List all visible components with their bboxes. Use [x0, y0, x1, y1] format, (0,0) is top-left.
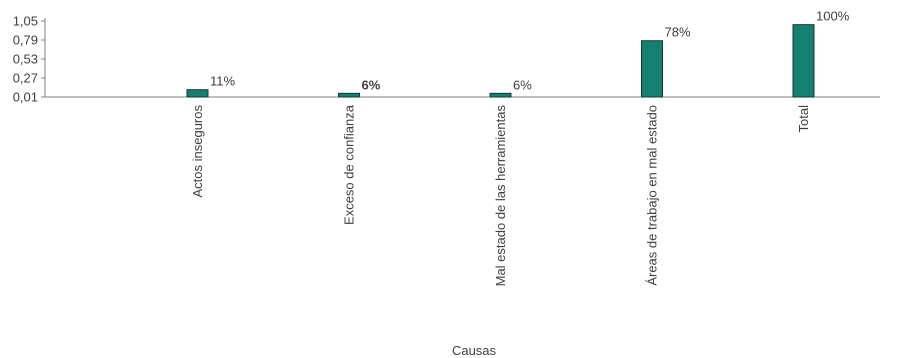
category-label: Actos inseguros — [190, 105, 205, 198]
bar — [186, 89, 209, 98]
y-tick-label: 1,05 — [13, 14, 38, 29]
category-labels: Actos inseguros Exceso de confianza Mal es… — [190, 104, 811, 286]
bars — [186, 24, 815, 98]
bar — [792, 24, 815, 98]
data-label: 6% — [362, 77, 381, 92]
category-label: Mal estado de las herramientas — [493, 105, 508, 287]
bar — [338, 92, 360, 98]
y-tick-label: 0,79 — [13, 33, 38, 48]
bar — [641, 40, 663, 98]
data-label: 6% — [513, 77, 532, 92]
bar — [489, 92, 512, 98]
data-label: 11% — [210, 74, 235, 89]
category-label: Exceso de confianza — [342, 104, 357, 225]
data-labels: 11% 6% 6% 78% 100% — [210, 9, 850, 93]
data-label: 100% — [816, 9, 850, 24]
y-tick-label: 0,01 — [13, 90, 38, 105]
category-label: Total — [796, 105, 811, 133]
y-tick-label: 0,53 — [13, 52, 38, 67]
x-axis-title: Causas — [452, 343, 497, 358]
category-label: Áreas de trabajo en mal estado — [645, 105, 660, 286]
y-tick-label: 0,27 — [13, 71, 38, 86]
data-label: 78% — [665, 25, 691, 40]
y-tick-labels: 0,01 0,27 0,53 0,79 1,05 — [13, 14, 45, 105]
